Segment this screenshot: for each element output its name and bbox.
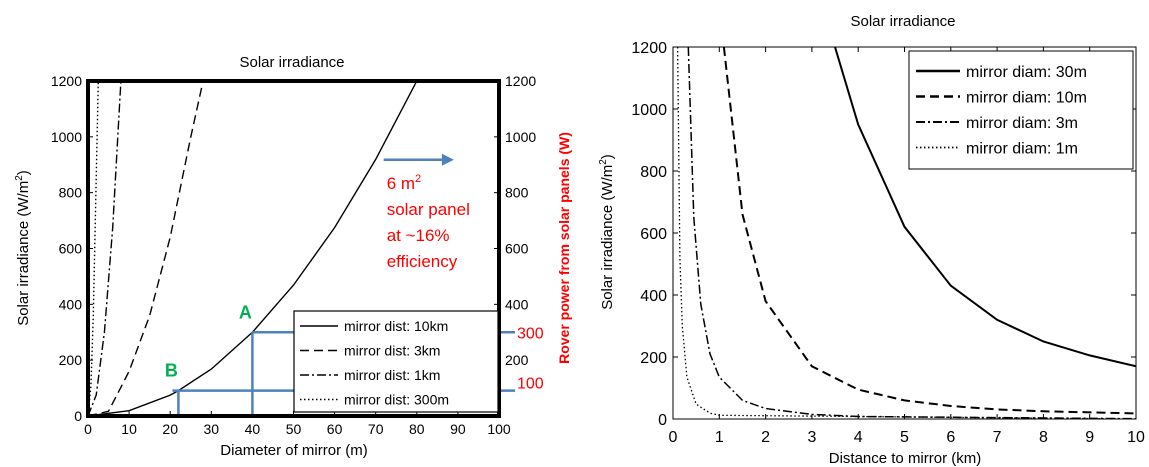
right-legend-entries: mirror diam: 30m mirror diam: 10m mirror d… [916, 64, 1087, 158]
left-ytick-layer: 0 200 400 600 800 1000 1200 [51, 73, 93, 424]
right-series-line-1 [834, 47, 1136, 368]
left-y2tick-label: 1000 [505, 129, 536, 145]
right-series-layer [676, 47, 1136, 419]
right-ytick-label: 1200 [631, 40, 667, 57]
left-chart-title: Solar irradiance [239, 54, 344, 71]
right-xtick-label: 4 [854, 429, 863, 446]
right-ytick-label: 600 [640, 226, 667, 243]
left-ytick-label: 0 [74, 408, 82, 424]
left-xtick-label: 30 [204, 421, 220, 437]
left-ytick-label: 800 [59, 185, 83, 201]
right-plot-frame [672, 46, 1137, 420]
left-y2tick-label: 200 [505, 352, 529, 368]
right-ytick-label: 0 [658, 412, 667, 429]
right-y-axis-label-sup: 2 [598, 159, 609, 165]
left-ytick-label: 1200 [51, 73, 82, 89]
right-xtick-label: 6 [946, 429, 955, 446]
right-legend-label-3: mirror diam: 3m [966, 115, 1078, 132]
arrow-head [441, 153, 454, 166]
left-xtick-label: 10 [121, 421, 137, 437]
chart-left: Solar irradiance 0 10 20 30 40 50 60 70 80 90 100 … [14, 54, 572, 459]
left-ytick-label: 1000 [51, 129, 82, 145]
right-xtick-label: 5 [900, 429, 909, 446]
left-legend-box [293, 310, 499, 413]
right-y-axis-label-main: Solar irradiance (W/m [599, 165, 616, 310]
right-xtick-label: 10 [1127, 429, 1145, 446]
left-legend-entries: mirror dist: 10km mirror dist: 3km mirror … [300, 318, 449, 408]
right-legend: mirror diam: 30m mirror diam: 10m mirror d… [908, 50, 1134, 170]
left-y2-axis-label: Rover power from solar panels (W) [556, 132, 572, 364]
chart-right: Solar irradiance 0 1 2 3 4 5 6 7 8 9 10 0 200 400 600… [598, 13, 1145, 467]
right-ytick-label: 200 [640, 350, 667, 367]
right-xtick-layer: 0 1 2 3 4 5 6 7 8 9 10 [669, 47, 1145, 446]
right-xtick-label: 0 [669, 429, 678, 446]
note-panel-area: 6 m2 [387, 173, 421, 193]
left-legend: mirror dist: 10km mirror dist: 3km mirror … [293, 310, 499, 413]
left-y2tick-label: 400 [505, 296, 529, 312]
right-xtick-label: 1 [715, 429, 724, 446]
left-legend-label-3: mirror dist: 1km [344, 367, 440, 383]
level-300-label: 300 [517, 325, 544, 342]
note-efficiency-value: at ~16% [387, 226, 450, 245]
left-series-line-3 [88, 81, 122, 416]
left-x-axis-label: Diameter of mirror (m) [220, 442, 368, 459]
right-series-line-4 [676, 47, 1136, 419]
right-series-line-3 [687, 47, 1136, 419]
right-y-axis-label: Solar irradiance (W/m2) [598, 154, 616, 310]
right-legend-label-4: mirror diam: 1m [966, 141, 1078, 158]
left-xtick-label: 0 [84, 421, 92, 437]
left-xtick-label: 20 [162, 421, 178, 437]
left-xtick-label: 60 [327, 421, 343, 437]
right-ytick-label: 1000 [631, 102, 667, 119]
note-efficiency-word: efficiency [387, 252, 458, 271]
right-series-line-2 [722, 47, 1136, 415]
left-legend-label-4: mirror dist: 300m [344, 392, 449, 408]
left-ytick-label: 200 [59, 352, 83, 368]
right-legend-label-2: mirror diam: 10m [966, 90, 1087, 107]
left-xtick-label: 90 [450, 421, 466, 437]
right-xtick-label: 7 [993, 429, 1002, 446]
point-a-label: A [239, 302, 252, 322]
level-100-label: 100 [517, 376, 544, 393]
right-x-axis-label: Distance to mirror (km) [829, 450, 982, 467]
left-xtick-layer: 0 10 20 30 40 50 60 70 80 90 100 [84, 411, 511, 437]
left-y-axis-label: Solar irradiance (W/m2) [14, 170, 32, 326]
left-xtick-label: 50 [286, 421, 302, 437]
right-xtick-label: 2 [761, 429, 770, 446]
right-xtick-label: 9 [1085, 429, 1094, 446]
note-solar-panel: solar panel [387, 200, 470, 219]
left-xtick-label: 40 [245, 421, 261, 437]
left-legend-label-2: mirror dist: 3km [344, 343, 440, 359]
right-ytick-label: 800 [640, 164, 667, 181]
right-xtick-label: 8 [1039, 429, 1048, 446]
right-ytick-label: 400 [640, 288, 667, 305]
note-panel-area-text: 6 m [387, 174, 415, 193]
left-y2tick-label: 600 [505, 241, 529, 257]
left-xtick-label: 80 [409, 421, 425, 437]
left-y2tick-label: 1200 [505, 73, 536, 89]
note-panel-area-sup: 2 [415, 173, 421, 185]
right-ytick-layer: 0 200 400 600 800 1000 1200 [631, 40, 1136, 429]
right-legend-label-1: mirror diam: 30m [966, 64, 1087, 81]
left-xtick-label: 100 [487, 421, 511, 437]
left-ytick-label: 400 [59, 296, 83, 312]
left-y2tick-layer: 200 400 600 800 1000 1200 [494, 73, 536, 368]
left-y-axis-label-sup: 2 [14, 175, 25, 181]
right-y-axis-label-end: ) [599, 154, 616, 159]
left-ytick-label: 600 [59, 241, 83, 257]
left-plot-frame [86, 79, 501, 418]
left-series-line-2 [88, 81, 204, 416]
left-xtick-label: 70 [368, 421, 384, 437]
left-legend-label-1: mirror dist: 10km [344, 318, 448, 334]
left-y-axis-label-end: ) [15, 170, 32, 175]
left-y2tick-label: 800 [505, 185, 529, 201]
left-y-axis-label-main: Solar irradiance (W/m [15, 181, 32, 326]
point-b-label: B [165, 361, 178, 381]
right-chart-title: Solar irradiance [850, 13, 955, 30]
right-xtick-label: 3 [807, 429, 816, 446]
